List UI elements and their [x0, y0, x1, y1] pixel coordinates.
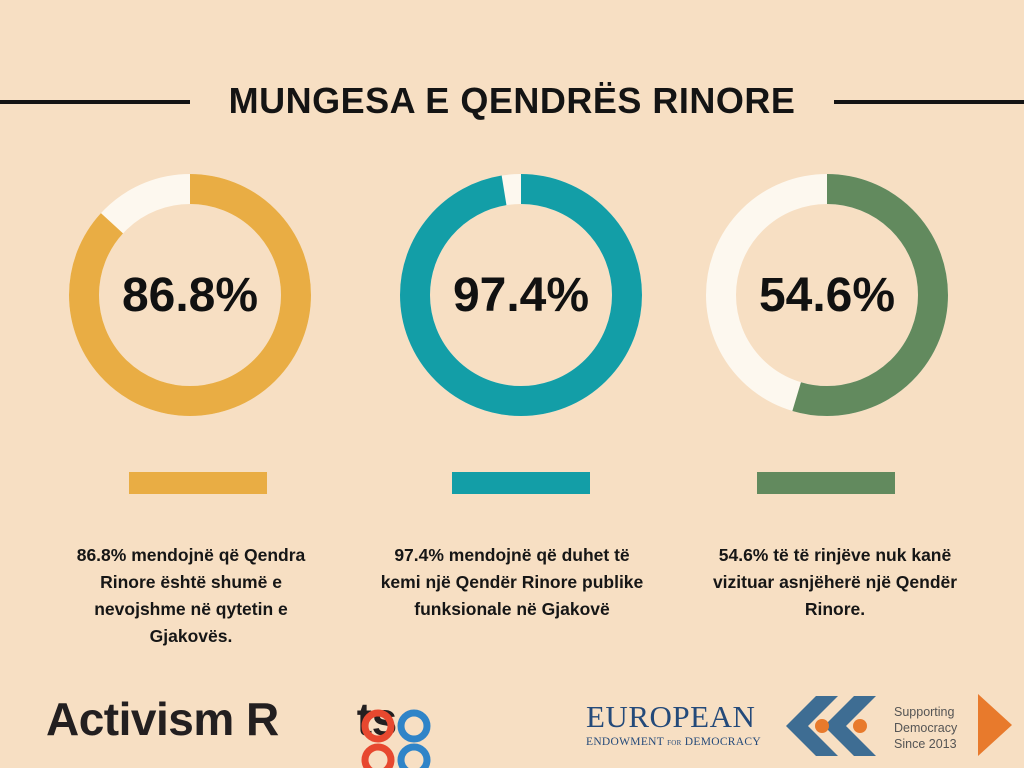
play-triangle-icon — [978, 694, 1012, 756]
description-3: 54.6% të të rinjëve nuk kanë vizituar as… — [712, 545, 958, 619]
page-title: MUNGESA E QENDRËS RINORE — [228, 80, 796, 121]
color-swatch-2 — [452, 472, 590, 494]
donut-svg-2 — [400, 174, 642, 416]
donut-chart-3: 54.6% — [702, 170, 952, 420]
color-swatch-3 — [757, 472, 895, 494]
description-1: 86.8% mendojnë që Qendra Rinore është sh… — [76, 545, 306, 646]
donut-svg-1 — [69, 174, 311, 416]
supporting-line-1: Supporting — [894, 705, 955, 719]
supporting-democracy-text: Supporting Democracy Since 2013 — [894, 704, 957, 752]
donut-svg-3 — [706, 174, 948, 416]
title-rule-right — [834, 100, 1024, 104]
supporting-line-3: Since 2013 — [894, 737, 957, 751]
eed-for: FOR — [667, 739, 682, 747]
double-o-rings-icon — [361, 709, 431, 768]
supporting-line-2: Democracy — [894, 721, 958, 735]
donut-value-2: 97.4% — [452, 268, 590, 322]
donut-arc-1 — [69, 174, 311, 416]
donut-arc-3 — [706, 174, 948, 416]
donut-value-1: 86.8% — [121, 268, 259, 322]
eed-endowment: ENDOWMENT — [586, 736, 664, 748]
donut-value-3: 54.6% — [758, 268, 896, 322]
donut-chart-2: 97.4% — [396, 170, 646, 420]
title-rule-left — [0, 100, 190, 104]
double-chevron-left-icon — [786, 696, 876, 756]
activism-roots-prefix: Activism R — [46, 693, 279, 745]
eed-logo-top: EUROPEAN — [586, 699, 756, 734]
donut-arc-2 — [400, 174, 642, 416]
eed-logo: EUROPEAN ENDOWMENT FOR DEMOCRACY — [586, 699, 776, 749]
eed-logo-bottom: ENDOWMENT FOR DEMOCRACY — [586, 736, 776, 748]
eed-democracy: DEMOCRACY — [684, 736, 761, 748]
color-swatch-1 — [129, 472, 267, 494]
description-2: 97.4% mendojnë që duhet të kemi një Qend… — [380, 545, 644, 619]
donut-chart-1: 86.8% — [65, 170, 315, 420]
